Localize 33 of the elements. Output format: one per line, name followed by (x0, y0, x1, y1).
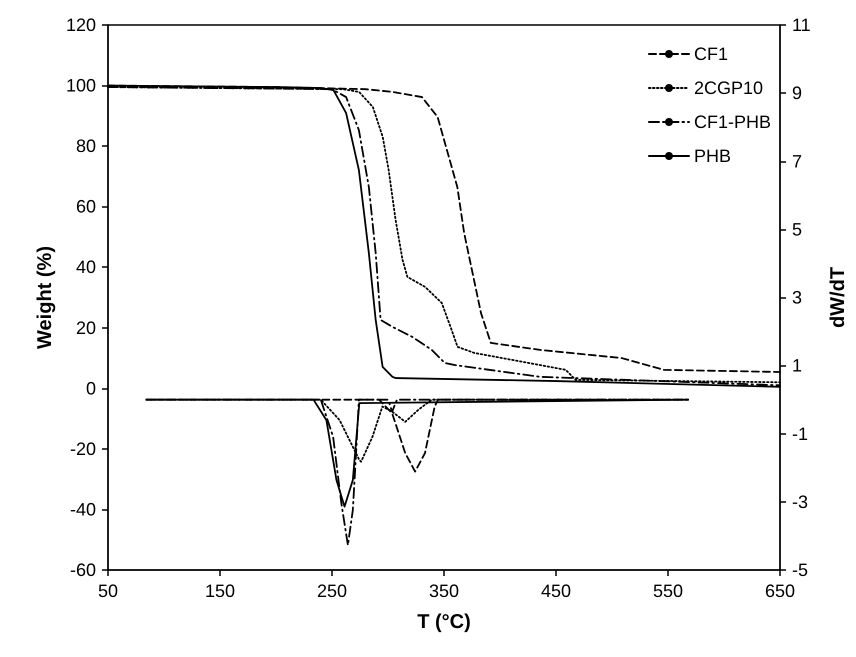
y-tick-label: 100 (66, 76, 96, 96)
y2-tick-label: -1 (792, 424, 808, 444)
x-axis-title: T (°C) (417, 611, 471, 633)
legend-label: PHB (694, 146, 732, 166)
y2-tick-label: 3 (792, 288, 802, 308)
y-tick-label: 40 (76, 257, 96, 278)
y-tick-label: 0 (86, 378, 96, 398)
x-tick-label: 350 (428, 581, 460, 601)
legend-label: CF1 (694, 44, 728, 64)
x-tick-label: 50 (98, 581, 118, 601)
y2-tick-label: 1 (792, 356, 802, 376)
legend-label: 2CGP10 (694, 78, 764, 98)
x-tick-label: 150 (204, 581, 236, 601)
x-tick-label: 250 (316, 581, 348, 601)
y-axis-title: Weight (%) (34, 246, 56, 349)
y2-tick-label: -3 (792, 492, 808, 512)
y2-axis-title: dW/dT (827, 266, 849, 328)
y-tick-label: 120 (66, 15, 96, 35)
y-tick-label: 80 (76, 136, 96, 156)
y2-tick-label: 5 (792, 219, 802, 240)
y-tick-label: -20 (70, 438, 96, 459)
y-tick-label: -40 (70, 499, 96, 520)
y2-tick-label: 11 (792, 15, 811, 35)
x-tick-label: 550 (652, 581, 684, 601)
y2-tick-label: 7 (792, 151, 802, 172)
x-tick-label: 650 (764, 581, 796, 601)
y-tick-label: -60 (70, 560, 96, 580)
y2-tick-label: 9 (792, 83, 802, 104)
y-tick-label: 60 (76, 196, 96, 217)
y-tick-label: 20 (76, 318, 96, 338)
y2-tick-label: -5 (792, 560, 808, 580)
legend-label: CF1-PHB (694, 112, 772, 132)
x-tick-label: 450 (540, 581, 572, 601)
